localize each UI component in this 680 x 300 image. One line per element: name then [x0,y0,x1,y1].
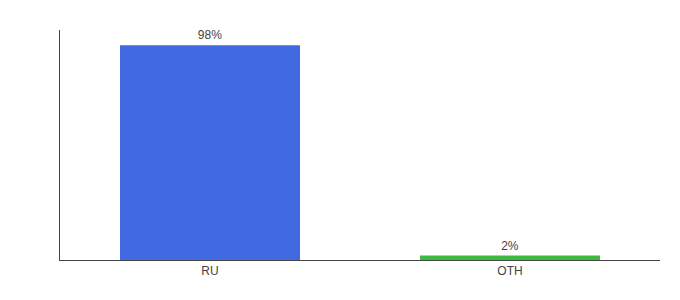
svg-text:RU: RU [201,264,218,278]
svg-text:2%: 2% [501,239,519,253]
svg-text:98%: 98% [198,28,222,42]
svg-text:OTH: OTH [497,264,522,278]
